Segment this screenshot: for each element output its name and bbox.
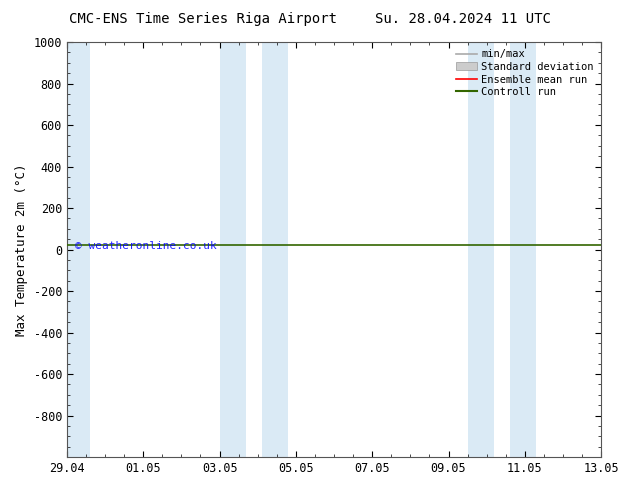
Y-axis label: Max Temperature 2m (°C): Max Temperature 2m (°C) (15, 163, 28, 336)
Text: CMC-ENS Time Series Riga Airport: CMC-ENS Time Series Riga Airport (69, 12, 337, 26)
Text: © weatheronline.co.uk: © weatheronline.co.uk (75, 241, 217, 251)
Bar (262, 42, 288, 457)
Bar (219, 42, 246, 457)
Text: Su. 28.04.2024 11 UTC: Su. 28.04.2024 11 UTC (375, 12, 551, 26)
Bar (468, 42, 495, 457)
Legend: min/max, Standard deviation, Ensemble mean run, Controll run: min/max, Standard deviation, Ensemble me… (455, 47, 596, 99)
Bar (67, 42, 90, 457)
Bar (510, 42, 536, 457)
